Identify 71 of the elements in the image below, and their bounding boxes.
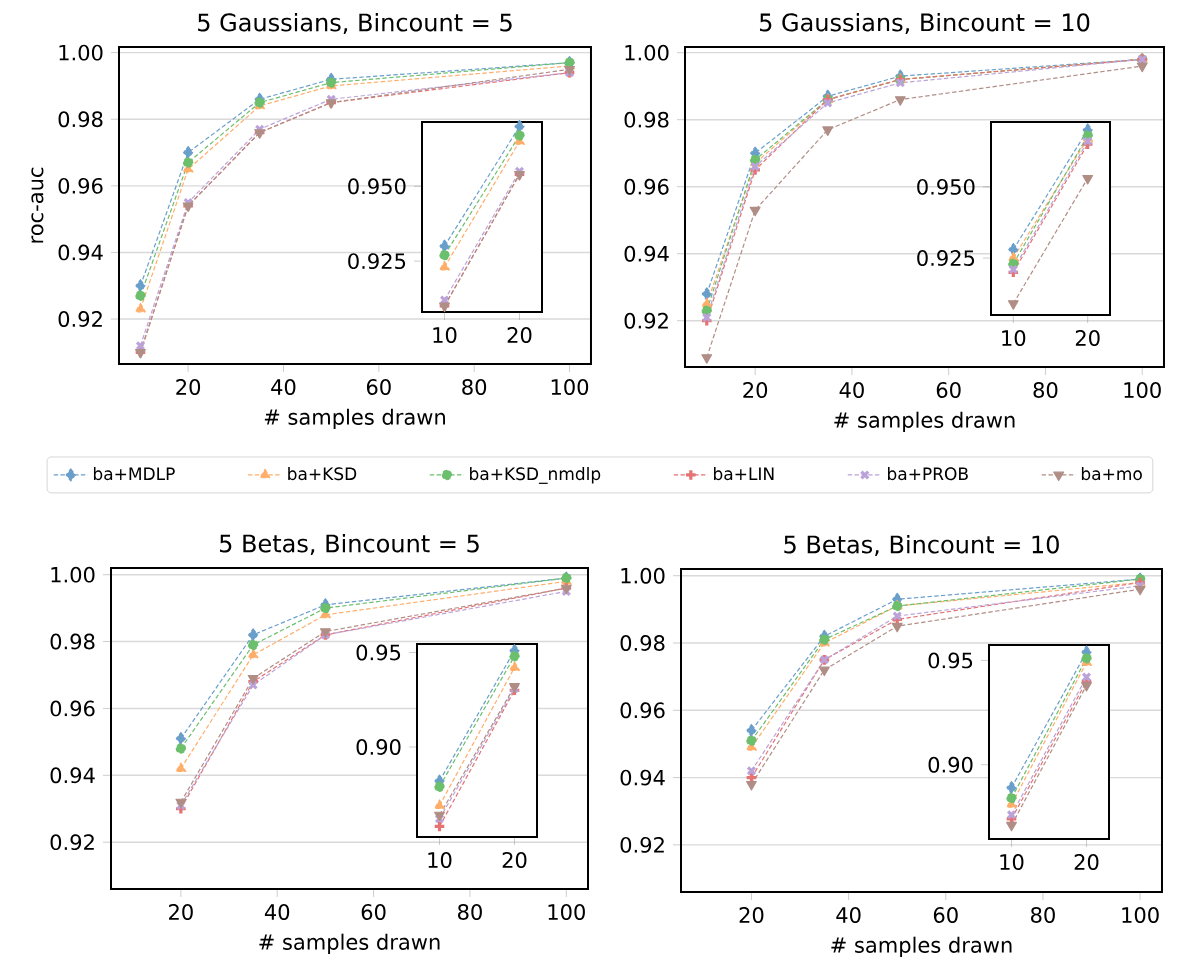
y-tick-label: 0.90	[356, 739, 401, 755]
legend-label: ba+KSD_nmdlp	[470, 466, 601, 484]
legend-label: ba+mo	[1081, 466, 1142, 481]
y-tick-label: 0.96	[624, 178, 669, 195]
x-tick-label: 100	[548, 904, 585, 920]
y-tick-label: 0.98	[620, 635, 665, 651]
chart-title: 5 Gaussians, Bincount = 5	[198, 12, 512, 34]
y-tick-label: 0.96	[58, 177, 103, 194]
y-tick-label: 0.950	[348, 178, 406, 195]
x-tick-label: 60	[936, 382, 961, 398]
y-tick-label: 0.96	[620, 702, 665, 719]
x-tick-label: 10	[1002, 330, 1026, 346]
x-tick-label: 20	[176, 379, 201, 395]
y-tick-label: 0.96	[50, 700, 95, 717]
y-tick-label: 0.950	[917, 178, 975, 195]
y-tick-label: 0.94	[50, 767, 95, 784]
y-tick-label: 1.00	[621, 567, 665, 584]
y-tick-label: 0.98	[50, 633, 95, 650]
x-axis-title: # samples drawn	[831, 936, 1012, 957]
x-tick-label: 20	[502, 852, 527, 868]
y-tick-label: 0.98	[58, 111, 103, 128]
x-tick-label: 40	[264, 904, 290, 920]
x-tick-label: 40	[839, 382, 864, 398]
y-tick-label: 1.00	[59, 44, 103, 61]
x-axis-title: # samples drawn	[264, 408, 445, 429]
y-tick-label: 0.92	[50, 834, 94, 851]
y-tick-label: 0.95	[356, 644, 401, 661]
x-tick-label: 20	[1075, 330, 1100, 346]
y-tick-label: 0.92	[620, 836, 664, 853]
y-tick-label: 0.94	[620, 769, 665, 786]
x-tick-label: 20	[739, 907, 764, 923]
legend-label: ba+KSD	[288, 466, 357, 481]
y-tick-label: 0.94	[624, 245, 669, 262]
x-tick-label: 10	[1000, 854, 1024, 870]
y-tick-label: 0.94	[58, 244, 103, 261]
x-tick-label: 20	[743, 382, 768, 398]
y-tick-label: 0.925	[348, 253, 406, 270]
x-tick-label: 40	[836, 907, 861, 923]
x-tick-label: 80	[1033, 382, 1058, 398]
y-tick-label: 0.98	[624, 111, 669, 128]
chart-title: 5 Gaussians, Bincount = 10	[759, 12, 1090, 34]
chart-title: 5 Betas, Bincount = 10	[784, 534, 1059, 556]
x-tick-label: 100	[551, 379, 589, 395]
x-tick-label: 20	[1074, 854, 1099, 870]
x-tick-label: 80	[462, 379, 487, 395]
x-tick-label: 20	[507, 327, 532, 343]
x-tick-label: 100	[1122, 907, 1159, 923]
x-tick-label: 60	[933, 907, 958, 923]
y-tick-label: 0.90	[928, 756, 973, 773]
legend-label: ba+MDLP	[93, 466, 175, 481]
x-tick-label: 10	[428, 852, 452, 868]
x-axis-title: # samples drawn	[259, 933, 440, 954]
y-tick-label: 0.92	[624, 312, 668, 329]
x-tick-label: 100	[1124, 382, 1161, 398]
x-tick-label: 80	[458, 904, 482, 920]
x-tick-label: 60	[366, 379, 391, 395]
x-tick-label: 60	[361, 904, 386, 920]
y-tick-label: 1.00	[625, 44, 669, 61]
y-tick-label: 1.00	[51, 566, 95, 583]
chart-title: 5 Betas, Bincount = 5	[220, 533, 479, 555]
x-tick-label: 20	[169, 904, 193, 920]
y-tick-label: 0.95	[928, 652, 973, 669]
x-tick-label: 80	[1031, 907, 1055, 923]
x-axis-title: # samples drawn	[834, 411, 1015, 432]
x-tick-label: 40	[271, 379, 296, 395]
y-axis-title: roc-auc	[31, 167, 44, 243]
x-tick-label: 10	[433, 327, 457, 343]
y-tick-label: 0.925	[917, 250, 975, 266]
legend-label: ba+LIN	[714, 466, 774, 481]
y-tick-label: 0.92	[58, 311, 102, 327]
legend-label: ba+PROB	[888, 466, 968, 481]
